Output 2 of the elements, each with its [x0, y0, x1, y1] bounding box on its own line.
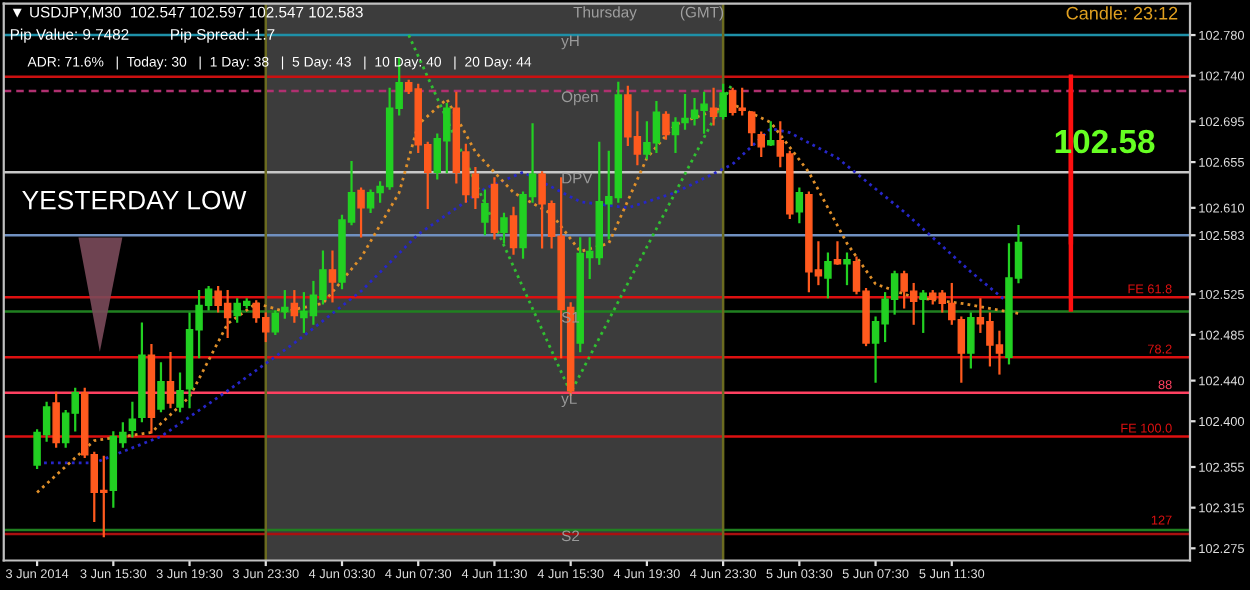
- annotation: YESTERDAY LOW: [22, 190, 247, 210]
- annotation: Candle: 23:12: [1066, 6, 1178, 20]
